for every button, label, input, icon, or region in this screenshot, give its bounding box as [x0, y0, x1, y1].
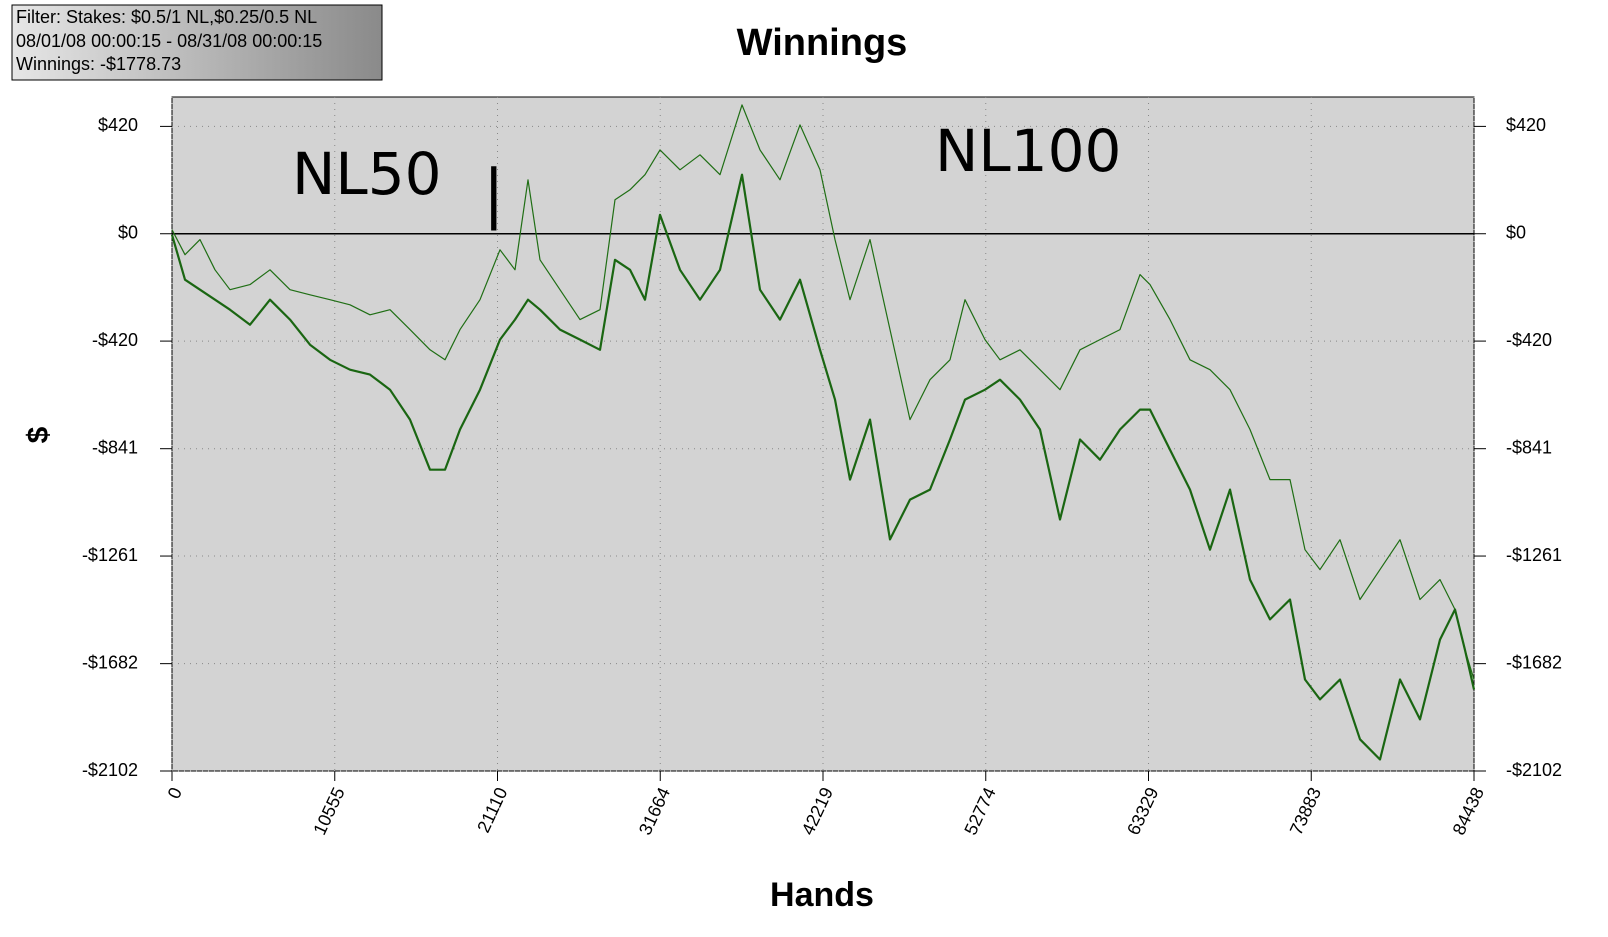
x-tick-label: 0 [164, 784, 186, 802]
x-tick-label: 10555 [309, 784, 348, 838]
y-tick-label: -$2102 [82, 760, 138, 780]
y-tick-label: -$1682 [82, 652, 138, 672]
y2-tick-label: $420 [1506, 115, 1546, 135]
info-box [11, 4, 383, 81]
annotation: NL100 [935, 117, 1121, 185]
y2-tick-label: -$1261 [1506, 545, 1562, 565]
y2-tick-label: -$420 [1506, 330, 1552, 350]
info-line: Winnings: -$1778.73 [16, 54, 181, 74]
y-axis-label: $ [22, 426, 55, 443]
chart-title: Winnings [737, 22, 908, 64]
x-tick-label: 63329 [1123, 784, 1162, 838]
x-tick-label: 42219 [798, 784, 837, 838]
y-tick-label: $0 [118, 222, 138, 242]
annotation: NL50 [292, 140, 442, 208]
x-tick-label: 52774 [960, 784, 999, 838]
info-line: Filter: Stakes: $0.5/1 NL,$0.25/0.5 NL [16, 7, 317, 27]
y-tick-label: -$841 [92, 437, 138, 457]
y-tick-label: -$420 [92, 330, 138, 350]
x-tick-label: 21110 [473, 784, 511, 835]
x-axis-label: Hands [770, 876, 874, 914]
annotation: | [483, 158, 505, 232]
series-line [171, 104, 1475, 680]
y-tick-label: -$1261 [82, 545, 138, 565]
y2-tick-label: $0 [1506, 222, 1526, 242]
x-tick-label: 73883 [1286, 784, 1325, 838]
y-tick-label: $420 [98, 115, 138, 135]
y2-tick-label: -$841 [1506, 437, 1552, 457]
y2-tick-label: -$2102 [1506, 760, 1562, 780]
x-tick-label: 31664 [635, 784, 674, 838]
x-tick-label: 84438 [1449, 784, 1488, 838]
y2-tick-label: -$1682 [1506, 652, 1562, 672]
info-line: 08/01/08 00:00:15 - 08/31/08 00:00:15 [16, 31, 322, 51]
series-line [170, 173, 1476, 761]
plot-layer [170, 97, 1476, 772]
